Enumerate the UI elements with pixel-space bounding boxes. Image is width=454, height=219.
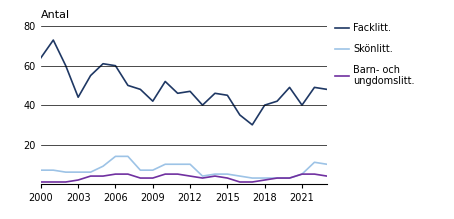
Facklitt. — [200, 104, 205, 106]
Facklitt. — [225, 94, 230, 97]
Facklitt. — [75, 96, 81, 99]
Skönlitt. — [63, 171, 69, 173]
Barn- och
ungdomslitt. — [200, 177, 205, 179]
Facklitt. — [63, 64, 69, 67]
Barn- och
ungdomslitt. — [212, 175, 217, 177]
Barn- och
ungdomslitt. — [175, 173, 180, 175]
Barn- och
ungdomslitt. — [237, 181, 242, 183]
Skönlitt. — [188, 163, 193, 166]
Facklitt. — [50, 39, 56, 41]
Facklitt. — [262, 104, 267, 106]
Facklitt. — [212, 92, 217, 95]
Skönlitt. — [50, 169, 56, 171]
Facklitt. — [38, 57, 44, 59]
Facklitt. — [287, 86, 292, 89]
Facklitt. — [237, 114, 242, 116]
Skönlitt. — [262, 177, 267, 179]
Barn- och
ungdomslitt. — [150, 177, 156, 179]
Skönlitt. — [299, 173, 305, 175]
Facklitt. — [324, 88, 330, 91]
Legend: Facklitt., Skönlitt., Barn- och
ungdomslitt.: Facklitt., Skönlitt., Barn- och ungdomsl… — [335, 23, 415, 86]
Barn- och
ungdomslitt. — [163, 173, 168, 175]
Skönlitt. — [113, 155, 118, 158]
Barn- och
ungdomslitt. — [113, 173, 118, 175]
Barn- och
ungdomslitt. — [125, 173, 131, 175]
Barn- och
ungdomslitt. — [324, 175, 330, 177]
Skönlitt. — [38, 169, 44, 171]
Skönlitt. — [237, 175, 242, 177]
Facklitt. — [163, 80, 168, 83]
Barn- och
ungdomslitt. — [75, 179, 81, 181]
Facklitt. — [188, 90, 193, 93]
Skönlitt. — [138, 169, 143, 171]
Line: Facklitt.: Facklitt. — [41, 40, 327, 125]
Facklitt. — [250, 124, 255, 126]
Barn- och
ungdomslitt. — [225, 177, 230, 179]
Skönlitt. — [163, 163, 168, 166]
Facklitt. — [88, 74, 94, 77]
Barn- och
ungdomslitt. — [287, 177, 292, 179]
Skönlitt. — [150, 169, 156, 171]
Barn- och
ungdomslitt. — [100, 175, 106, 177]
Facklitt. — [175, 92, 180, 95]
Skönlitt. — [324, 163, 330, 166]
Facklitt. — [312, 86, 317, 89]
Facklitt. — [274, 100, 280, 102]
Barn- och
ungdomslitt. — [88, 175, 94, 177]
Barn- och
ungdomslitt. — [188, 175, 193, 177]
Barn- och
ungdomslitt. — [262, 179, 267, 181]
Skönlitt. — [200, 175, 205, 177]
Barn- och
ungdomslitt. — [63, 181, 69, 183]
Facklitt. — [138, 88, 143, 91]
Skönlitt. — [88, 171, 94, 173]
Facklitt. — [150, 100, 156, 102]
Skönlitt. — [287, 177, 292, 179]
Barn- och
ungdomslitt. — [274, 177, 280, 179]
Skönlitt. — [212, 173, 217, 175]
Skönlitt. — [312, 161, 317, 164]
Skönlitt. — [100, 165, 106, 168]
Facklitt. — [299, 104, 305, 106]
Skönlitt. — [75, 171, 81, 173]
Text: Antal: Antal — [41, 10, 70, 20]
Facklitt. — [113, 64, 118, 67]
Skönlitt. — [175, 163, 180, 166]
Skönlitt. — [225, 173, 230, 175]
Facklitt. — [100, 62, 106, 65]
Barn- och
ungdomslitt. — [312, 173, 317, 175]
Line: Skönlitt.: Skönlitt. — [41, 156, 327, 178]
Barn- och
ungdomslitt. — [250, 181, 255, 183]
Skönlitt. — [125, 155, 131, 158]
Skönlitt. — [250, 177, 255, 179]
Barn- och
ungdomslitt. — [50, 181, 56, 183]
Barn- och
ungdomslitt. — [138, 177, 143, 179]
Skönlitt. — [274, 177, 280, 179]
Line: Barn- och
ungdomslitt.: Barn- och ungdomslitt. — [41, 174, 327, 182]
Barn- och
ungdomslitt. — [299, 173, 305, 175]
Facklitt. — [125, 84, 131, 87]
Barn- och
ungdomslitt. — [38, 181, 44, 183]
